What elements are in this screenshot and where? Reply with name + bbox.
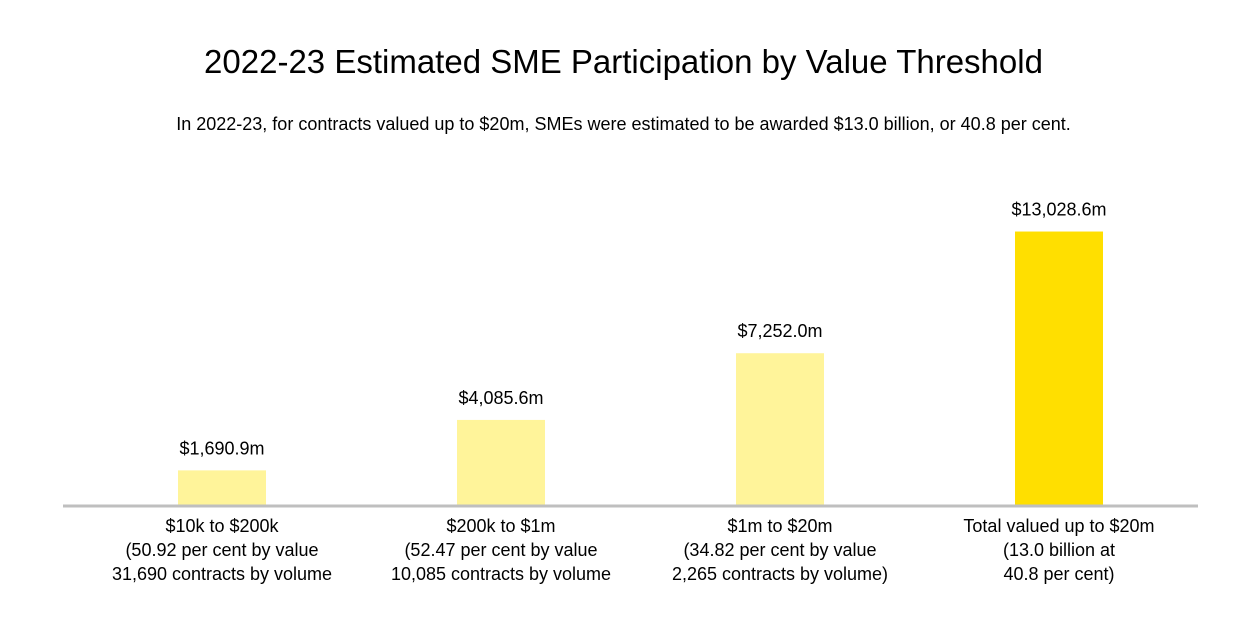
bar-1 <box>178 470 266 506</box>
bar-value-label-4: $13,028.6m <box>1011 200 1106 220</box>
bar-4 <box>1015 231 1103 506</box>
bar-value-label-3: $7,252.0m <box>737 321 822 341</box>
category-label-1: $10k to $200k (50.92 per cent by value 3… <box>111 516 333 584</box>
bar-3 <box>736 353 824 506</box>
bar-value-label-1: $1,690.9m <box>179 438 264 458</box>
chart-title: 2022-23 Estimated SME Participation by V… <box>204 43 1043 80</box>
category-label-2: $200k to $1m (52.47 per cent by value 10… <box>390 516 612 584</box>
bar-value-label-2: $4,085.6m <box>458 388 543 408</box>
value-labels-group: $1,690.9m $4,085.6m $7,252.0m $13,028.6m <box>179 200 1106 459</box>
category-label-4: Total valued up to $20m (13.0 billion at… <box>963 516 1155 584</box>
category-label-3: $1m to $20m (34.82 per cent by value 2,2… <box>671 516 889 584</box>
chart-subtitle: In 2022-23, for contracts valued up to $… <box>176 114 1071 134</box>
bar-2 <box>457 419 545 506</box>
bars-group <box>178 231 1103 506</box>
